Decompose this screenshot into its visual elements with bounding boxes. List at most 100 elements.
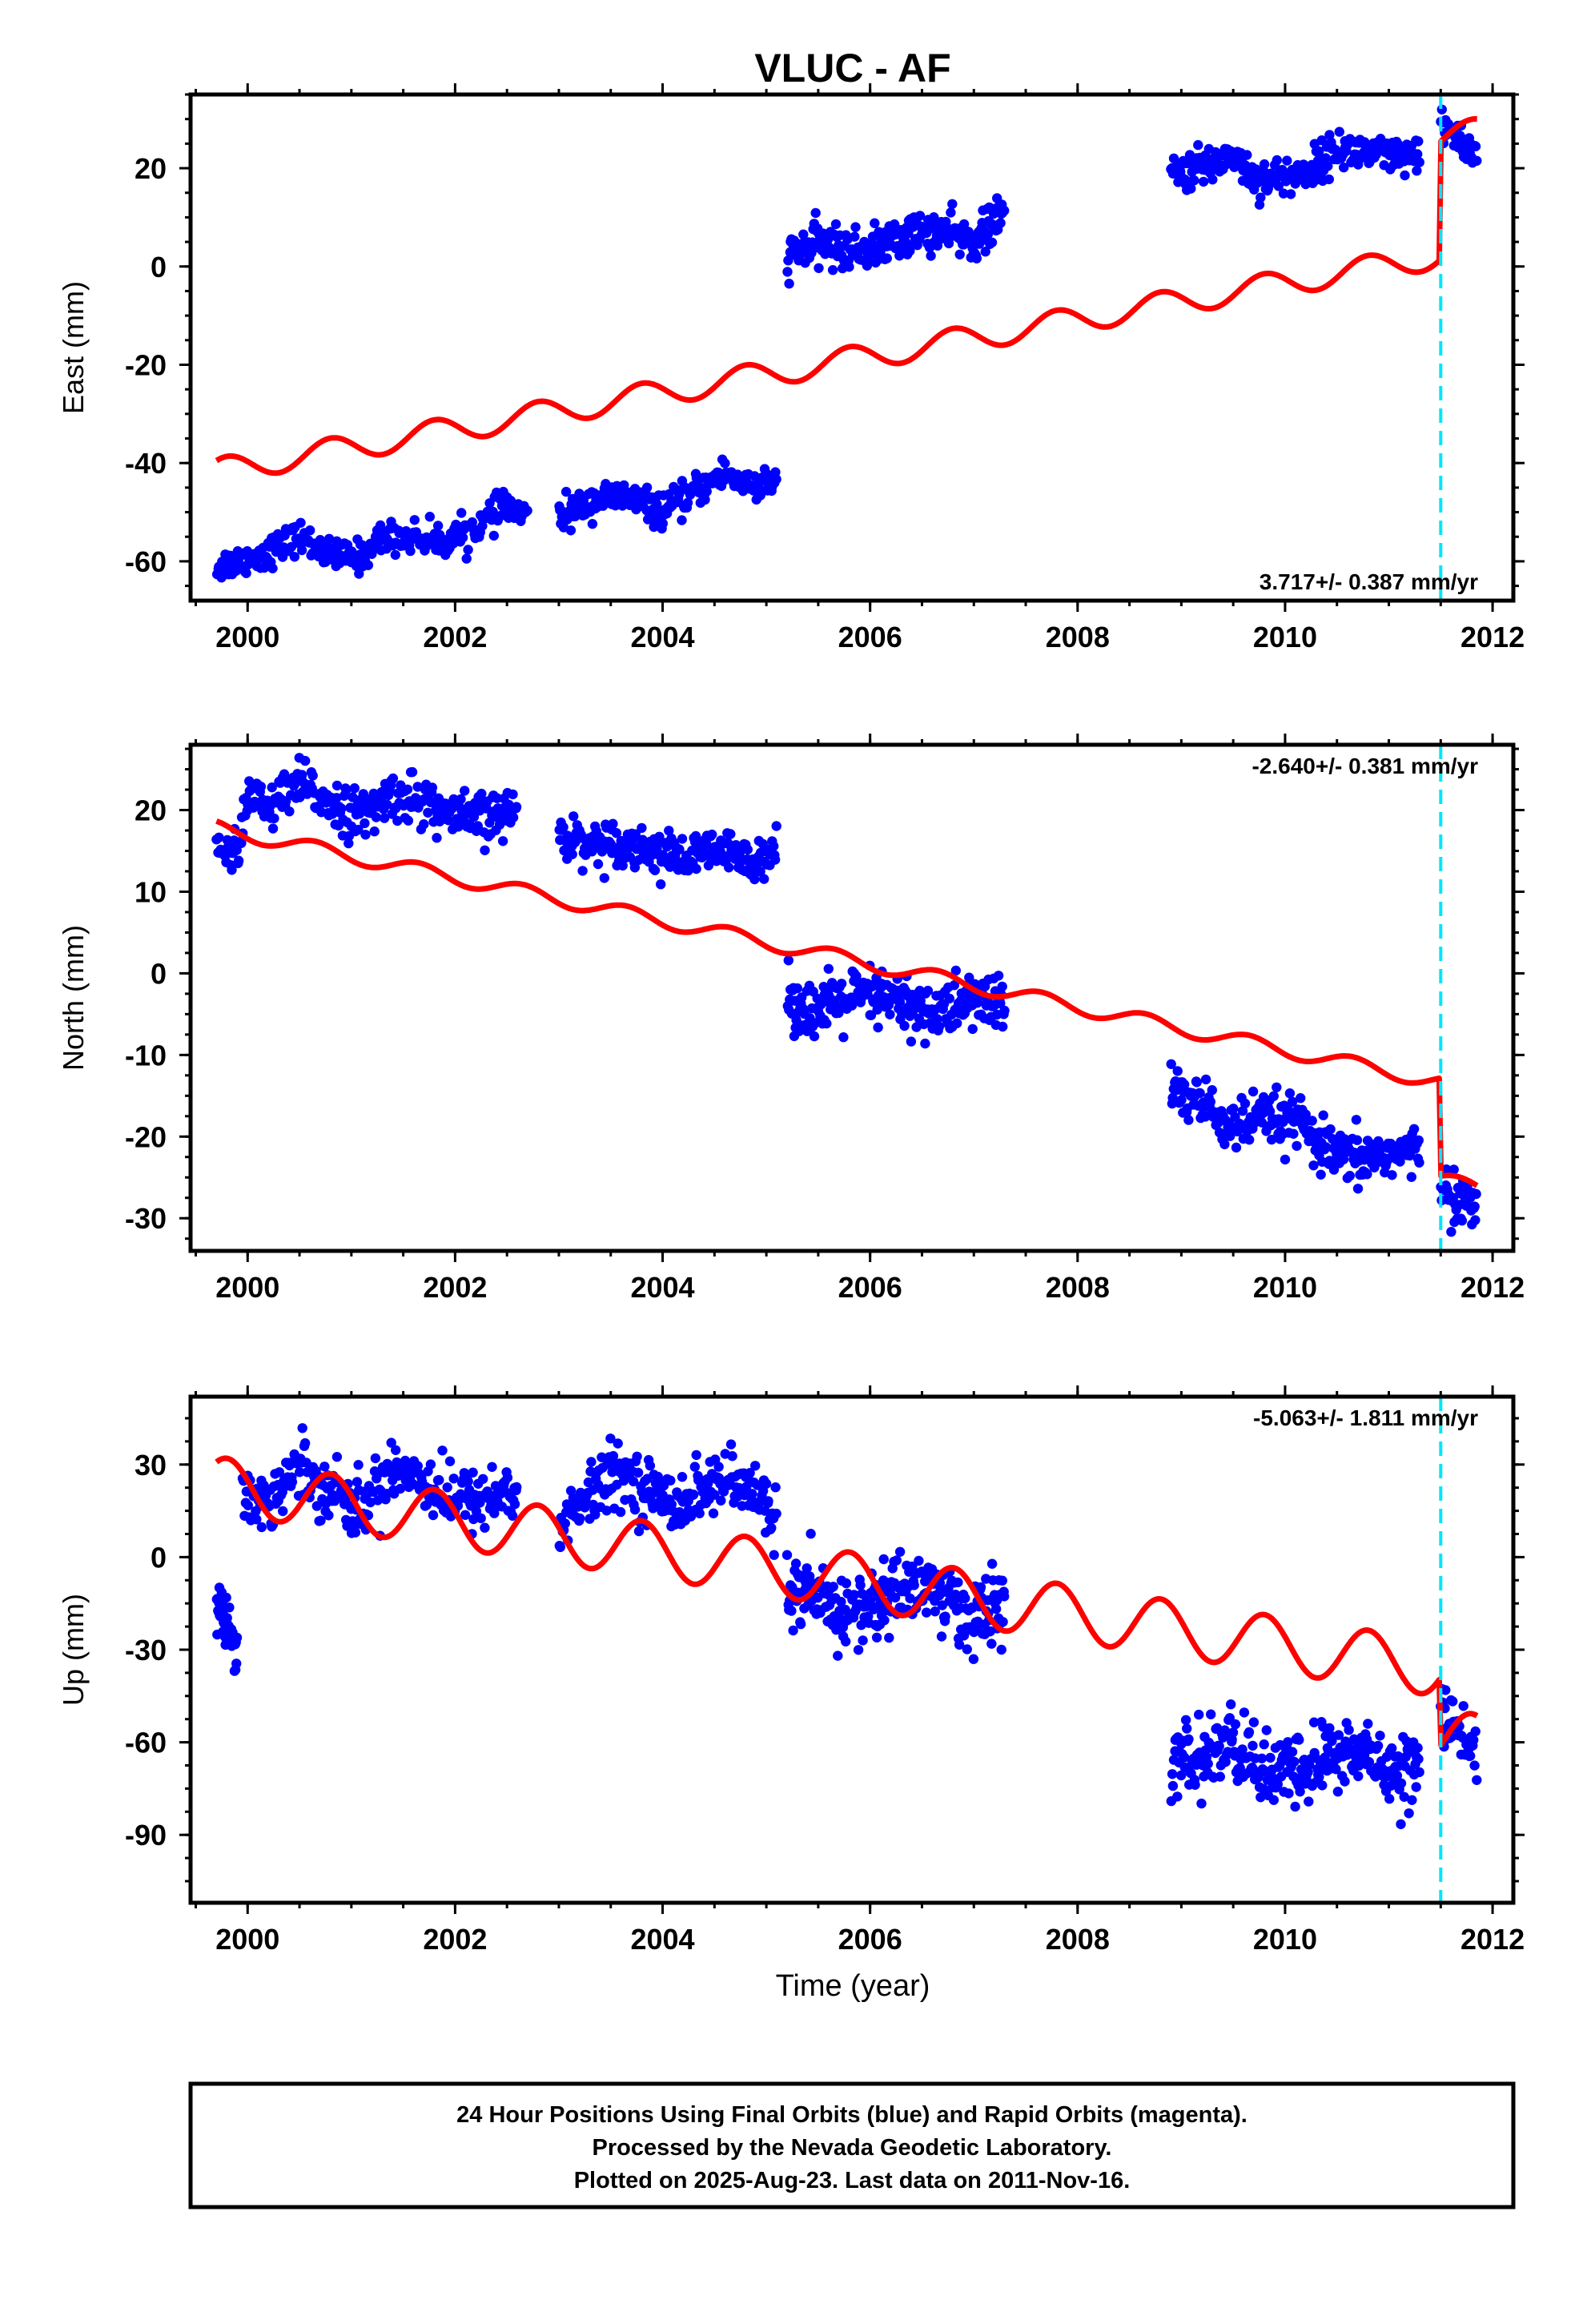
- east-data-point: [946, 207, 956, 218]
- up-data-point: [856, 1620, 866, 1630]
- north-data-point: [771, 821, 781, 831]
- east-y-tick-label: -20: [125, 348, 167, 381]
- north-data-point: [269, 813, 279, 824]
- north-data-point: [472, 821, 483, 831]
- east-data-point: [1413, 136, 1424, 147]
- up-data-point: [1308, 1717, 1320, 1727]
- up-data-point: [1172, 1791, 1183, 1802]
- up-data-point: [766, 1522, 777, 1534]
- east-data-point: [363, 560, 374, 570]
- east-data-point: [1186, 183, 1196, 194]
- up-data-point: [691, 1449, 701, 1461]
- north-data-point: [674, 844, 685, 854]
- north-model-line: [215, 818, 1479, 1188]
- north-data-point: [443, 815, 454, 826]
- east-data-point: [810, 207, 821, 219]
- up-data-point: [221, 1592, 231, 1603]
- east-data-point: [1259, 159, 1270, 170]
- up-data-point: [487, 1462, 497, 1473]
- east-y-tick-label: 0: [151, 251, 167, 283]
- up-data-point: [421, 1500, 432, 1510]
- north-data-point: [1231, 1142, 1242, 1153]
- north-data-point: [379, 813, 390, 823]
- east-data-point: [947, 199, 958, 209]
- east-data-point: [424, 512, 435, 522]
- up-data-point: [761, 1478, 772, 1489]
- up-data-point: [781, 1550, 793, 1560]
- up-data-point: [960, 1593, 970, 1604]
- north-data-point: [755, 866, 765, 877]
- north-data-point: [952, 1018, 962, 1028]
- up-data-point: [502, 1472, 513, 1483]
- north-data-point: [629, 862, 641, 873]
- up-data-point: [1167, 1769, 1178, 1779]
- east-data-point: [1256, 192, 1266, 203]
- up-data-point: [319, 1462, 330, 1472]
- north-data-point: [497, 836, 508, 846]
- east-data-point: [295, 517, 306, 528]
- north-x-tick-label: 2008: [1046, 1271, 1110, 1304]
- north-data-point: [1351, 1115, 1362, 1125]
- up-data-point: [739, 1490, 750, 1501]
- up-data-point: [1290, 1801, 1300, 1812]
- up-data-point: [412, 1461, 423, 1471]
- east-x-tick-label: 2000: [215, 621, 279, 653]
- up-data-point: [1469, 1760, 1480, 1771]
- up-data-point: [836, 1597, 846, 1607]
- east-data-point: [241, 568, 251, 578]
- up-data-point: [350, 1527, 361, 1538]
- up-data-point: [1261, 1725, 1272, 1735]
- north-data-point: [1205, 1096, 1216, 1108]
- north-data-point: [611, 828, 622, 838]
- up-data-point: [990, 1603, 1002, 1614]
- up-data-point: [828, 1582, 838, 1592]
- north-data-point: [691, 863, 701, 875]
- north-data-point: [577, 866, 588, 876]
- up-data-point: [914, 1555, 924, 1566]
- up-data-point: [1289, 1756, 1300, 1767]
- north-data-point: [1456, 1216, 1468, 1226]
- up-data-point: [996, 1644, 1006, 1655]
- north-data-point: [972, 998, 982, 1008]
- north-data-point: [427, 782, 438, 793]
- east-x-tick-label: 2008: [1046, 621, 1110, 653]
- north-data-point: [1284, 1088, 1296, 1099]
- footer-line-1: 24 Hour Positions Using Final Orbits (bl…: [456, 2102, 1247, 2128]
- north-data-point: [1219, 1139, 1230, 1150]
- east-x-tick-label: 2006: [838, 621, 902, 653]
- east-data-point: [296, 545, 307, 556]
- up-data-point: [909, 1580, 919, 1590]
- up-data-point: [1243, 1727, 1255, 1738]
- north-data-point: [1268, 1091, 1280, 1102]
- north-data-point: [873, 1022, 883, 1033]
- north-data-point: [749, 874, 760, 885]
- north-data-point: [508, 789, 518, 800]
- up-data-point: [1458, 1701, 1468, 1711]
- up-data-point: [1182, 1723, 1192, 1734]
- north-data-point: [255, 782, 267, 792]
- east-x-tick-label: 2004: [630, 621, 694, 653]
- east-data-point: [323, 533, 335, 544]
- east-data-point: [783, 255, 793, 266]
- up-data-point: [1194, 1709, 1204, 1720]
- north-data-point: [1195, 1088, 1205, 1099]
- up-data-point: [468, 1514, 479, 1525]
- north-data-point: [508, 812, 519, 822]
- north-data-point: [995, 998, 1006, 1009]
- up-data-point: [1396, 1778, 1407, 1788]
- north-data-point: [1296, 1093, 1306, 1104]
- north-data-point: [664, 826, 674, 836]
- up-data-point: [1344, 1725, 1354, 1735]
- up-data-point: [790, 1558, 802, 1569]
- north-data-point: [331, 780, 343, 791]
- up-data-point: [954, 1639, 965, 1650]
- east-data-point: [457, 533, 468, 543]
- up-data-point: [222, 1613, 232, 1623]
- up-data-point: [386, 1437, 396, 1448]
- north-x-tick-label: 2004: [630, 1271, 694, 1304]
- east-data-point: [827, 265, 838, 275]
- north-data-point: [412, 782, 423, 792]
- east-data-point: [641, 482, 653, 493]
- up-data-point: [727, 1451, 737, 1462]
- east-y-tick-label: -60: [125, 545, 167, 578]
